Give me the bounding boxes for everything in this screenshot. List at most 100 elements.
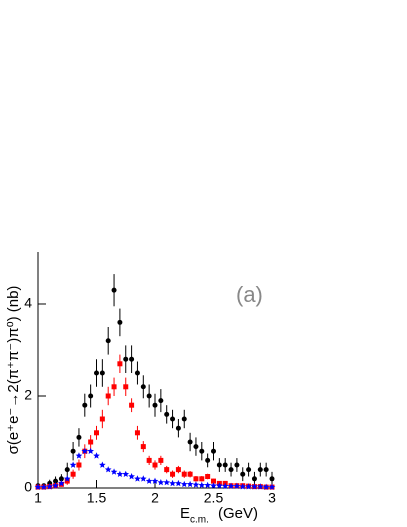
data-point xyxy=(180,480,188,488)
data-point xyxy=(117,361,123,367)
data-point xyxy=(82,402,88,408)
data-point xyxy=(34,483,42,490)
data-point xyxy=(245,483,252,490)
data-point xyxy=(151,477,159,484)
data-point xyxy=(140,384,146,390)
data-point xyxy=(129,356,135,362)
data-point xyxy=(175,467,181,473)
data-point xyxy=(146,393,152,399)
data-point xyxy=(70,448,76,454)
data-point xyxy=(134,430,140,436)
data-point xyxy=(257,467,263,473)
data-point xyxy=(88,393,94,399)
data-point xyxy=(105,338,111,344)
data-point xyxy=(99,370,105,376)
data-point xyxy=(164,411,170,417)
data-point xyxy=(239,483,247,490)
y-tick-label: 2 xyxy=(24,387,32,403)
x-tick-label: 2 xyxy=(151,490,159,506)
data-point xyxy=(134,370,140,376)
data-point xyxy=(76,462,82,468)
data-point xyxy=(63,475,71,482)
data-point xyxy=(128,473,135,480)
data-point xyxy=(251,476,257,482)
data-point xyxy=(221,482,229,489)
data-point xyxy=(87,447,94,455)
data-point xyxy=(211,478,216,484)
data-point xyxy=(169,479,176,487)
data-point xyxy=(187,439,193,445)
data-point xyxy=(123,384,129,390)
data-point xyxy=(181,416,187,422)
data-point xyxy=(110,468,118,475)
data-point xyxy=(193,444,199,450)
x-axis-label: E xyxy=(180,505,190,522)
data-point xyxy=(227,482,235,489)
data-point xyxy=(187,471,193,477)
data-point xyxy=(53,478,59,484)
data-point xyxy=(123,356,129,362)
data-point xyxy=(204,481,211,489)
data-point xyxy=(158,457,164,463)
data-point xyxy=(157,478,165,486)
data-point xyxy=(175,479,182,487)
x-tick-label: 1 xyxy=(34,490,42,506)
data-point xyxy=(116,470,124,478)
data-point xyxy=(170,471,176,477)
y-axis-label: σ(e⁺e⁻→2(π⁺π⁻)π⁰) (nb) xyxy=(5,286,22,455)
data-point xyxy=(93,452,100,459)
data-point xyxy=(94,430,99,436)
data-point xyxy=(99,461,106,468)
x-axis-label-sub: c.m. xyxy=(190,515,209,526)
data-point xyxy=(58,476,64,482)
data-point xyxy=(193,476,199,482)
data-point xyxy=(246,467,252,473)
data-point xyxy=(64,478,70,484)
data-point xyxy=(211,448,216,454)
y-tick-label: 0 xyxy=(24,479,32,495)
data-point xyxy=(210,482,217,489)
data-point xyxy=(269,476,275,482)
data-point xyxy=(104,466,112,473)
data-point xyxy=(181,471,187,477)
data-point xyxy=(69,461,77,468)
data-point xyxy=(134,475,141,482)
data-point xyxy=(129,402,135,408)
data-point xyxy=(268,483,276,490)
x-tick-label: 3 xyxy=(268,490,276,506)
data-point xyxy=(139,475,147,482)
data-point xyxy=(158,398,164,404)
data-point xyxy=(186,480,194,488)
data-point xyxy=(205,457,211,463)
x-axis-label-unit: (GeV) xyxy=(218,505,258,522)
x-tick-label: 2.5 xyxy=(204,490,224,506)
data-point xyxy=(81,447,89,455)
data-point xyxy=(205,473,211,479)
data-point xyxy=(75,452,83,459)
data-point xyxy=(198,481,206,489)
data-point xyxy=(111,287,117,293)
data-point xyxy=(228,467,234,473)
y-tick-label: 4 xyxy=(24,295,32,311)
data-point xyxy=(88,439,94,445)
data-point xyxy=(170,416,176,422)
data-point xyxy=(152,402,158,408)
data-point xyxy=(76,434,82,440)
data-point xyxy=(263,467,269,473)
data-point xyxy=(94,370,99,376)
data-point xyxy=(46,483,54,490)
data-point xyxy=(164,467,170,473)
data-point xyxy=(58,479,65,487)
data-point xyxy=(251,483,258,490)
annotation: (a) xyxy=(236,282,263,307)
data-point xyxy=(70,471,76,477)
data-point xyxy=(163,478,171,486)
data-point xyxy=(262,483,270,490)
data-point xyxy=(256,483,264,490)
data-point xyxy=(146,457,152,463)
data-point xyxy=(199,448,205,454)
data-point xyxy=(140,444,146,450)
data-point xyxy=(234,462,240,468)
